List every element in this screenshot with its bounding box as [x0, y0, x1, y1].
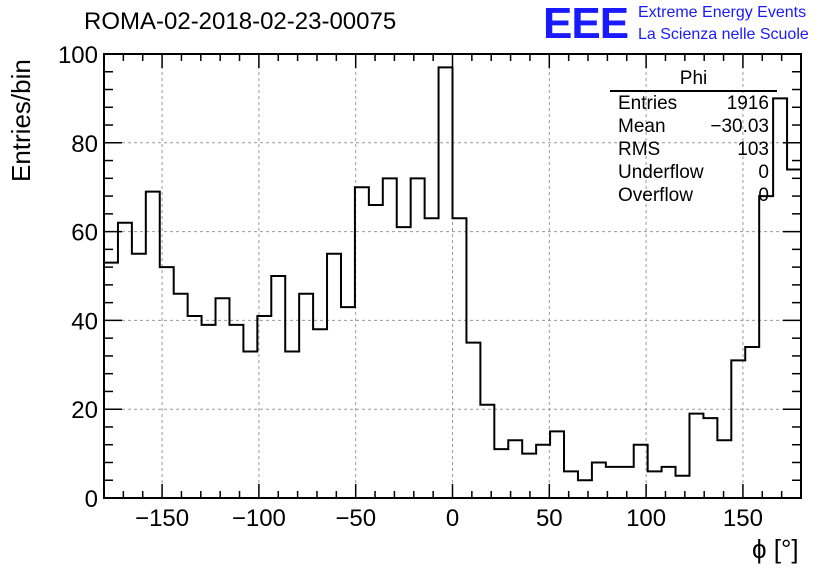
histogram-bin — [285, 351, 299, 498]
histogram-bin — [132, 254, 146, 498]
stats-label: Overflow — [618, 185, 693, 206]
x-tick-label: −100 — [232, 505, 286, 532]
stats-value: 0 — [758, 162, 769, 183]
histogram-bin — [397, 227, 411, 498]
histogram-bin — [104, 263, 118, 498]
histogram-bin — [202, 325, 216, 498]
histogram-bin — [522, 454, 536, 498]
histogram-bin — [355, 187, 369, 498]
x-tick-label: 50 — [536, 505, 563, 532]
histogram-bin — [271, 276, 285, 498]
histogram-bin — [383, 178, 397, 498]
stats-label: Entries — [618, 93, 678, 114]
histogram-bin — [787, 169, 801, 498]
histogram-bin — [745, 347, 759, 498]
histogram-bin — [564, 471, 578, 498]
histogram-bin — [216, 298, 230, 498]
x-tick-label: −150 — [135, 505, 189, 532]
histogram-bin — [592, 462, 606, 498]
stats-value: 103 — [737, 139, 769, 160]
histogram-bin — [229, 325, 243, 498]
y-tick-label: 0 — [85, 486, 98, 513]
eee-logo: EEE — [543, 0, 629, 48]
histogram-bin — [299, 294, 313, 498]
y-tick-label: 80 — [71, 131, 98, 158]
stats-row-rms: RMS 103 — [610, 138, 777, 161]
x-tick-label: −50 — [335, 505, 376, 532]
histogram-bin — [550, 431, 564, 498]
histogram-bin — [480, 405, 494, 498]
stats-row-mean: Mean −30.03 — [610, 115, 777, 138]
y-axis-label: Entries/bin — [6, 59, 36, 182]
histogram-bin — [466, 343, 480, 498]
brand-line-2: La Scienza nelle Scuole — [638, 26, 809, 43]
histogram-bin — [118, 223, 132, 498]
histogram-bin — [620, 467, 634, 498]
histogram-bin — [174, 294, 188, 498]
y-tick-label: 20 — [71, 397, 98, 424]
brand-line-1: Extreme Energy Events — [638, 4, 807, 21]
histogram-bin — [689, 414, 703, 498]
histogram-bin — [759, 196, 773, 498]
histogram-bin — [536, 445, 550, 498]
histogram-bin — [160, 267, 174, 498]
histogram-bin — [243, 351, 257, 498]
histogram-bin — [313, 329, 327, 498]
histogram-bin — [662, 467, 676, 498]
histogram-bin — [327, 254, 341, 498]
x-tick-label: 150 — [723, 505, 763, 532]
histogram-bin — [146, 192, 160, 498]
stats-row-underflow: Underflow 0 — [610, 161, 777, 184]
histogram-bin — [494, 449, 508, 498]
y-tick-label: 40 — [71, 308, 98, 335]
histogram-bin — [578, 480, 592, 498]
histogram-bin — [425, 218, 439, 498]
stats-row-entries: Entries 1916 — [610, 92, 777, 115]
stats-value: −30.03 — [710, 116, 769, 137]
histogram-bin — [703, 418, 717, 498]
histogram-outline — [103, 66, 802, 498]
tick-labels: −150 −100 −50 0 50 100 150 0 20 40 60 80 100 — [58, 42, 763, 532]
histogram-bin — [606, 467, 620, 498]
stats-title: Phi — [610, 68, 777, 92]
histogram-bin — [634, 445, 648, 498]
histogram-bin — [648, 471, 662, 498]
x-tick-label: 0 — [446, 505, 459, 532]
histogram-bin — [411, 178, 425, 498]
histogram-bin — [439, 67, 453, 498]
y-tick-label: 100 — [58, 42, 98, 69]
chart-title: ROMA-02-2018-02-23-00075 — [84, 8, 397, 35]
stats-value: 1916 — [726, 93, 769, 114]
histogram-bin — [508, 440, 522, 498]
histogram-bin — [257, 316, 271, 498]
histogram-bin — [369, 205, 383, 498]
histogram-bin — [731, 360, 745, 498]
histogram-bin — [341, 307, 355, 498]
stats-label: Underflow — [618, 162, 704, 183]
histogram-bin — [188, 316, 202, 498]
x-tick-label: 100 — [626, 505, 666, 532]
histogram-bin — [717, 440, 731, 498]
stats-value: 0 — [758, 185, 769, 206]
histogram-bin — [676, 476, 690, 498]
histogram-bin — [453, 218, 467, 498]
stats-row-overflow: Overflow 0 — [610, 184, 777, 207]
stats-label: Mean — [618, 116, 666, 137]
stats-label: RMS — [618, 139, 661, 160]
plot-frame — [103, 53, 802, 499]
stats-box: Phi Entries 1916 Mean −30.03 RMS 103 Und… — [610, 68, 777, 207]
x-axis-label: ϕ [°] — [752, 534, 799, 564]
y-tick-label: 60 — [71, 220, 98, 247]
